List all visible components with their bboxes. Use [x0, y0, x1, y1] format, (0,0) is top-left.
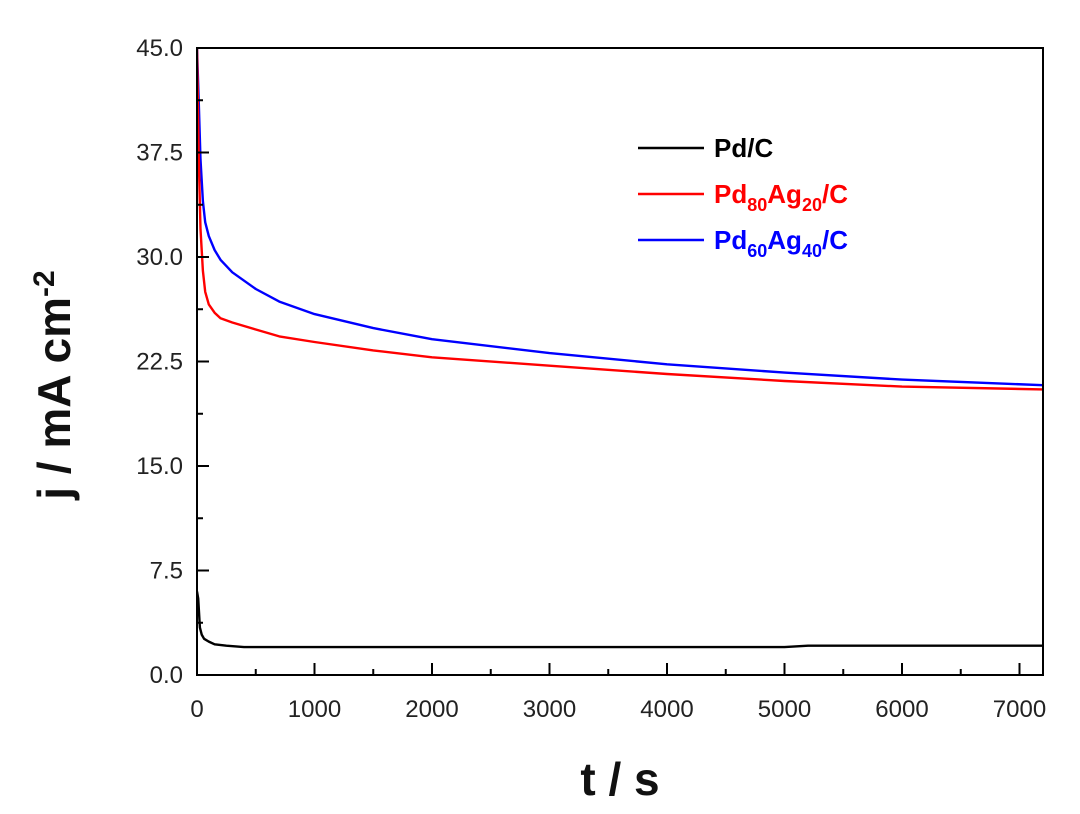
tick-labels: 0 1000 2000 3000 4000 5000 6000 7000 0.0 7.5 15.0 2… — [136, 35, 1046, 723]
x-tick-label: 4000 — [640, 696, 693, 723]
x-tick-label: 7000 — [993, 696, 1046, 723]
x-tick-label: 0 — [190, 696, 203, 723]
series-line-pd-c — [197, 591, 1043, 649]
x-tick-label: 1000 — [288, 696, 341, 723]
legend-label-pd80ag20-c: Pd80Ag20/C — [714, 179, 848, 215]
y-tick-label: 22.5 — [136, 349, 183, 376]
axes — [196, 47, 1044, 676]
plot-lines — [197, 48, 1043, 649]
y-tick-label: 37.5 — [136, 140, 183, 167]
y-axis-title: j / mA cm-2 — [28, 270, 80, 501]
y-tick-label: 30.0 — [136, 244, 183, 271]
y-tick-label: 0.0 — [150, 662, 183, 689]
x-tick-label: 5000 — [758, 696, 811, 723]
plot-frame — [196, 47, 1044, 676]
y-tick-label: 15.0 — [136, 453, 183, 480]
y-tick-label: 7.5 — [150, 558, 183, 585]
legend: Pd/C Pd80Ag20/C Pd60Ag40/C — [638, 133, 848, 261]
series-line-pd60ag40-c — [197, 48, 1043, 387]
ticks — [196, 47, 1021, 676]
x-axis-title: t / s — [580, 753, 659, 805]
legend-label-pd-c: Pd/C — [714, 133, 773, 163]
x-tick-label: 3000 — [523, 696, 576, 723]
series-line-pd80ag20-c — [197, 48, 1043, 391]
y-axis-title-exponent: -2 — [28, 270, 61, 297]
y-tick-label: 45.0 — [136, 35, 183, 62]
y-axis-title-main: j / mA cm — [28, 297, 80, 501]
x-tick-label: 6000 — [875, 696, 928, 723]
legend-label-pd60ag40-c: Pd60Ag40/C — [714, 225, 848, 261]
x-tick-label: 2000 — [405, 696, 458, 723]
